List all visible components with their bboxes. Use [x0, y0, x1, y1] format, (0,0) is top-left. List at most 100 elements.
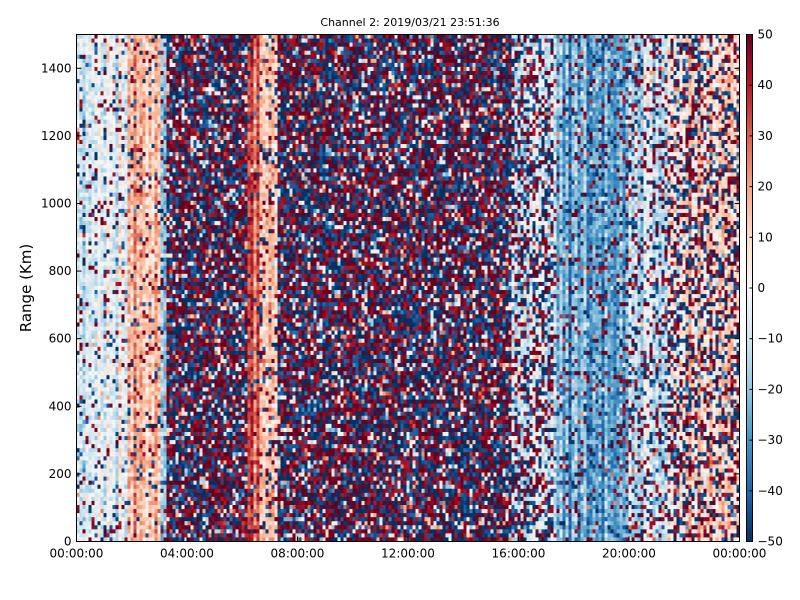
heatmap-cell [194, 221, 197, 225]
heatmap-cell [137, 241, 140, 245]
heatmap-cell [188, 221, 191, 225]
heatmap-cell [122, 79, 125, 83]
heatmap-cell [110, 408, 113, 412]
heatmap-cell [122, 35, 125, 39]
heatmap-cell [182, 278, 185, 282]
heatmap-cell [143, 249, 146, 253]
heatmap-cell [143, 205, 146, 209]
heatmap-cell [89, 120, 92, 124]
heatmap-cell [170, 75, 173, 79]
heatmap-cell [101, 501, 104, 505]
heatmap-cell [77, 432, 80, 436]
heatmap-cell [107, 51, 110, 55]
heatmap-cell [167, 144, 170, 148]
heatmap-cell [167, 128, 170, 132]
heatmap-cell [134, 456, 137, 460]
heatmap-cell [86, 379, 89, 383]
heatmap-cell [101, 444, 104, 448]
heatmap-cell [149, 371, 152, 375]
heatmap-cell [182, 383, 185, 387]
heatmap-cell [125, 339, 128, 343]
heatmap-cell [98, 533, 101, 537]
heatmap-cell [83, 533, 86, 537]
heatmap-cell [128, 160, 131, 164]
heatmap-cell [137, 525, 140, 529]
heatmap-cell [77, 322, 80, 326]
heatmap-cell [146, 404, 149, 408]
heatmap-cell [89, 47, 92, 51]
heatmap-cell [173, 525, 176, 529]
heatmap-cell [143, 391, 146, 395]
heatmap-cell [98, 306, 101, 310]
heatmap-cell [89, 205, 92, 209]
heatmap-cell [89, 249, 92, 253]
heatmap-cell [149, 75, 152, 79]
heatmap-cell [122, 95, 125, 99]
heatmap-cell [194, 460, 197, 464]
heatmap-cell [182, 379, 185, 383]
heatmap-cell [140, 477, 143, 481]
heatmap-cell [86, 108, 89, 112]
heatmap-cell [164, 493, 167, 497]
heatmap-cell [113, 63, 116, 67]
heatmap-cell [176, 221, 179, 225]
heatmap-cell [92, 347, 95, 351]
heatmap-cell [143, 351, 146, 355]
heatmap-cell [107, 444, 110, 448]
heatmap-cell [140, 140, 143, 144]
heatmap-cell [107, 481, 110, 485]
heatmap-cell [191, 464, 194, 468]
heatmap-cell [143, 322, 146, 326]
heatmap-cell [191, 355, 194, 359]
heatmap-cell [143, 47, 146, 51]
heatmap-cell [119, 67, 122, 71]
heatmap-cell [122, 249, 125, 253]
heatmap-cell [113, 318, 116, 322]
heatmap-cell [158, 298, 161, 302]
heatmap-cell [158, 156, 161, 160]
heatmap-cell [107, 432, 110, 436]
heatmap-cell [119, 359, 122, 363]
heatmap-cell [77, 375, 80, 379]
heatmap-cell [173, 489, 176, 493]
heatmap-cell [179, 331, 182, 335]
heatmap-cell [167, 343, 170, 347]
heatmap-cell [95, 525, 98, 529]
heatmap-cell [137, 209, 140, 213]
heatmap-cell [95, 302, 98, 306]
heatmap-cell [95, 120, 98, 124]
heatmap-cell [161, 144, 164, 148]
heatmap-cell [170, 404, 173, 408]
heatmap-cell [89, 521, 92, 525]
heatmap-cell [110, 79, 113, 83]
heatmap-cell [179, 172, 182, 176]
heatmap-cell [188, 79, 191, 83]
heatmap-cell [116, 87, 119, 91]
heatmap-cell [119, 525, 122, 529]
heatmap-cell [104, 509, 107, 513]
heatmap-cell [155, 282, 158, 286]
heatmap-cell [158, 444, 161, 448]
heatmap-cell [134, 485, 137, 489]
heatmap-cell [170, 237, 173, 241]
heatmap-cell [110, 152, 113, 156]
heatmap-cell [170, 79, 173, 83]
heatmap-cell [188, 87, 191, 91]
heatmap-cell [182, 262, 185, 266]
heatmap-cell [182, 501, 185, 505]
heatmap-cell [86, 400, 89, 404]
heatmap-cell [92, 529, 95, 533]
heatmap-cell [191, 383, 194, 387]
heatmap-cell [191, 197, 194, 201]
heatmap-cell [98, 140, 101, 144]
heatmap-cell [80, 468, 83, 472]
heatmap-cell [122, 152, 125, 156]
heatmap-cell [125, 160, 128, 164]
heatmap-cell [116, 197, 119, 201]
heatmap-cell [179, 448, 182, 452]
heatmap-cell [92, 331, 95, 335]
heatmap-cell [149, 116, 152, 120]
heatmap-cell [194, 120, 197, 124]
heatmap-cell [143, 318, 146, 322]
heatmap-cell [134, 331, 137, 335]
